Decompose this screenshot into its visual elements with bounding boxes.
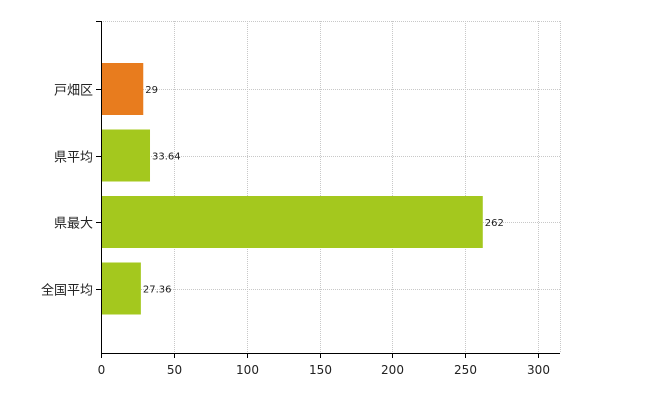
grid (101, 21, 561, 353)
data-label-1: 33.64 (152, 152, 181, 163)
bar-3 (101, 262, 141, 315)
data-label-0: 29 (145, 85, 158, 96)
x-tick-label-50: 50 (167, 363, 182, 377)
x-tick-label-0: 0 (98, 363, 106, 377)
bar-2 (101, 196, 483, 248)
y-tick-label-1: 県平均 (54, 151, 93, 166)
y-tick-label-0: 戸畑区 (54, 84, 93, 99)
x-tick-label-300: 300 (527, 363, 550, 377)
y-tick-label-3: 全国平均 (41, 283, 93, 299)
data-label-3: 27.36 (143, 285, 172, 296)
bars (101, 63, 483, 315)
y-tick-label-2: 県最大 (54, 217, 93, 232)
axes (96, 21, 560, 358)
bar-0 (101, 63, 144, 115)
x-tick-label-100: 100 (236, 363, 259, 377)
x-tick-label-200: 200 (381, 363, 404, 377)
x-tick-label-250: 250 (454, 363, 477, 377)
bar-1 (101, 129, 151, 182)
x-tick-label-150: 150 (309, 363, 332, 377)
data-label-2: 262 (485, 218, 504, 229)
